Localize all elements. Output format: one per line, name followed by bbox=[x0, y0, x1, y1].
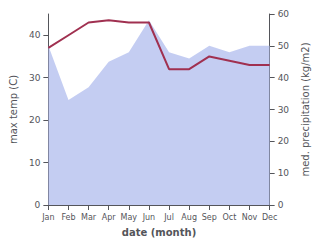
svg-text:Sep: Sep bbox=[202, 213, 217, 222]
svg-text:Feb: Feb bbox=[61, 213, 75, 222]
svg-text:30: 30 bbox=[278, 105, 290, 115]
svg-text:Mar: Mar bbox=[81, 213, 97, 222]
svg-text:50: 50 bbox=[278, 41, 290, 51]
svg-text:Dec: Dec bbox=[262, 213, 277, 222]
svg-text:med. precipitation (kg/m2): med. precipitation (kg/m2) bbox=[300, 42, 311, 176]
svg-text:10: 10 bbox=[29, 158, 41, 168]
svg-text:Nov: Nov bbox=[242, 213, 258, 222]
svg-text:Jul: Jul bbox=[163, 213, 174, 222]
svg-text:Oct: Oct bbox=[222, 213, 236, 222]
svg-text:max temp (C): max temp (C) bbox=[8, 75, 19, 144]
svg-text:Aug: Aug bbox=[181, 213, 197, 222]
svg-text:20: 20 bbox=[29, 115, 41, 125]
svg-text:date (month): date (month) bbox=[122, 227, 196, 238]
svg-text:0: 0 bbox=[35, 200, 41, 210]
svg-text:10: 10 bbox=[278, 168, 290, 178]
svg-text:20: 20 bbox=[278, 136, 290, 146]
svg-text:Jun: Jun bbox=[142, 213, 156, 222]
svg-text:0: 0 bbox=[278, 200, 284, 210]
svg-text:30: 30 bbox=[29, 73, 41, 83]
svg-text:40: 40 bbox=[29, 30, 41, 40]
svg-text:May: May bbox=[121, 213, 138, 222]
svg-text:Jan: Jan bbox=[41, 213, 54, 222]
svg-text:Apr: Apr bbox=[102, 213, 117, 222]
svg-text:60: 60 bbox=[278, 9, 290, 19]
svg-text:40: 40 bbox=[278, 73, 290, 83]
